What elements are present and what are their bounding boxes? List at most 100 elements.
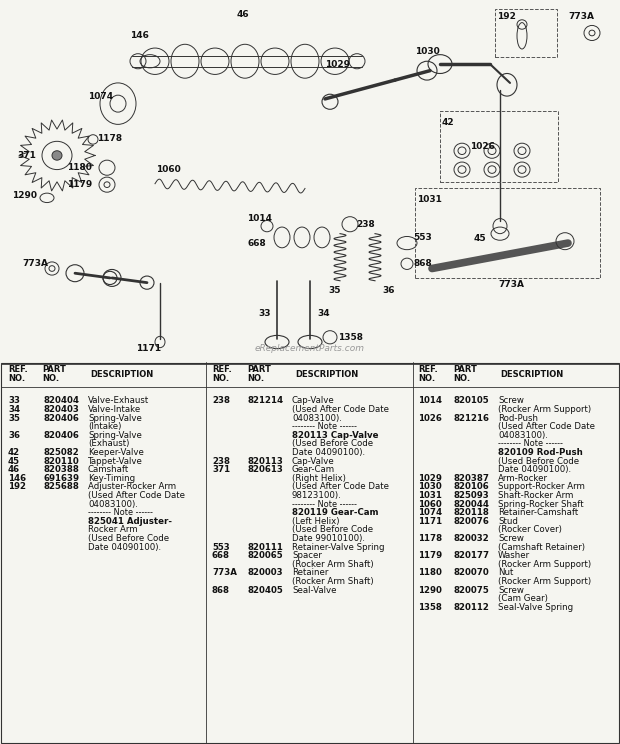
Ellipse shape <box>52 151 62 160</box>
Text: 35: 35 <box>328 286 340 295</box>
Text: Arm-Rocker: Arm-Rocker <box>498 474 548 483</box>
Text: 04083100).: 04083100). <box>292 414 342 423</box>
Text: Stud: Stud <box>498 517 518 526</box>
Text: 820177: 820177 <box>454 551 490 560</box>
Text: 1060: 1060 <box>418 500 441 509</box>
Bar <box>495 10 557 57</box>
Text: 820065: 820065 <box>248 551 283 560</box>
Text: 1030: 1030 <box>415 48 440 57</box>
Text: 1074: 1074 <box>88 92 113 100</box>
Text: 820070: 820070 <box>454 568 490 577</box>
Text: (Used After Code Date: (Used After Code Date <box>498 422 595 432</box>
Text: 1290: 1290 <box>12 191 37 200</box>
Text: Gear-Cam: Gear-Cam <box>292 465 335 474</box>
Text: Retainer-Valve Spring: Retainer-Valve Spring <box>292 542 384 551</box>
Text: 820406: 820406 <box>44 431 80 440</box>
Text: Retainer: Retainer <box>292 568 329 577</box>
Text: Keeper-Valve: Keeper-Valve <box>88 448 144 457</box>
Text: 820119 Gear-Cam: 820119 Gear-Cam <box>292 508 378 517</box>
Text: 868: 868 <box>212 586 230 594</box>
Text: 825688: 825688 <box>44 482 80 491</box>
Text: REF.: REF. <box>8 365 28 374</box>
Text: 1074: 1074 <box>418 508 442 517</box>
Text: Spacer: Spacer <box>292 551 322 560</box>
Text: NO.: NO. <box>212 374 229 383</box>
Text: 773A: 773A <box>212 568 237 577</box>
Bar <box>415 188 600 278</box>
Text: Camshaft: Camshaft <box>88 465 129 474</box>
Text: Spring-Valve: Spring-Valve <box>88 431 142 440</box>
Text: 691639: 691639 <box>44 474 80 483</box>
Text: Date 04090100).: Date 04090100). <box>292 448 365 457</box>
Text: (Rocker Arm Support): (Rocker Arm Support) <box>498 559 591 569</box>
Text: Spring-Rocker Shaft: Spring-Rocker Shaft <box>498 500 583 509</box>
Text: 820406: 820406 <box>44 414 80 423</box>
Text: DESCRIPTION: DESCRIPTION <box>500 371 563 379</box>
Text: 33: 33 <box>258 310 270 318</box>
Text: 1026: 1026 <box>470 141 495 150</box>
Text: (Rocker Arm Shaft): (Rocker Arm Shaft) <box>292 559 374 569</box>
Text: 820118: 820118 <box>454 508 490 517</box>
Text: 04083100).: 04083100). <box>88 500 138 509</box>
Text: 820111: 820111 <box>248 542 284 551</box>
Text: 1358: 1358 <box>418 603 442 612</box>
Text: 1178: 1178 <box>97 134 122 143</box>
Text: Nut: Nut <box>498 568 513 577</box>
Text: 34: 34 <box>317 310 330 318</box>
Text: Adjuster-Rocker Arm: Adjuster-Rocker Arm <box>88 482 176 491</box>
Text: 820076: 820076 <box>454 517 490 526</box>
Text: 36: 36 <box>382 286 394 295</box>
Text: 45: 45 <box>8 457 20 466</box>
Text: 773A: 773A <box>568 13 594 22</box>
Text: Screw: Screw <box>498 397 524 405</box>
Text: Cap-Valve: Cap-Valve <box>292 457 335 466</box>
Text: (Used Before Code: (Used Before Code <box>498 457 579 466</box>
Text: -------- Note ------: -------- Note ------ <box>88 508 153 517</box>
Text: DESCRIPTION: DESCRIPTION <box>90 371 153 379</box>
Text: Date 04090100).: Date 04090100). <box>88 542 161 551</box>
Text: 820106: 820106 <box>454 482 490 491</box>
Text: 668: 668 <box>247 239 266 248</box>
Text: Support-Rocker Arm: Support-Rocker Arm <box>498 482 585 491</box>
Text: 46: 46 <box>8 465 20 474</box>
Text: 820105: 820105 <box>454 397 490 405</box>
Text: 553: 553 <box>413 233 432 242</box>
Text: PART: PART <box>453 365 477 374</box>
Text: 1180: 1180 <box>67 163 92 172</box>
Text: (Right Helix): (Right Helix) <box>292 474 346 483</box>
Text: 820403: 820403 <box>44 405 80 414</box>
Text: 553: 553 <box>212 542 230 551</box>
Text: 825082: 825082 <box>44 448 80 457</box>
Text: 1290: 1290 <box>418 586 442 594</box>
Text: 868: 868 <box>413 260 432 269</box>
Text: Date 04090100).: Date 04090100). <box>498 465 571 474</box>
Text: Screw: Screw <box>498 586 524 594</box>
Text: 1014: 1014 <box>418 397 442 405</box>
Bar <box>440 111 558 182</box>
Text: 371: 371 <box>17 151 36 160</box>
Text: 1060: 1060 <box>156 165 181 174</box>
Text: 820044: 820044 <box>454 500 490 509</box>
Text: 820405: 820405 <box>248 586 284 594</box>
Text: Tappet-Valve: Tappet-Valve <box>88 457 143 466</box>
Text: REF.: REF. <box>418 365 438 374</box>
Text: 192: 192 <box>8 482 26 491</box>
Text: -------- Note ------: -------- Note ------ <box>292 500 357 509</box>
Text: (Used Before Code: (Used Before Code <box>88 534 169 543</box>
Text: PART: PART <box>42 365 66 374</box>
Text: 1026: 1026 <box>418 414 442 423</box>
Text: DESCRIPTION: DESCRIPTION <box>295 371 358 379</box>
Text: NO.: NO. <box>453 374 470 383</box>
Text: 46: 46 <box>237 10 250 19</box>
Text: (Rocker Arm Support): (Rocker Arm Support) <box>498 577 591 586</box>
Text: 773A: 773A <box>22 260 48 269</box>
Text: 820404: 820404 <box>44 397 80 405</box>
Text: Cap-Valve: Cap-Valve <box>292 397 335 405</box>
Text: 42: 42 <box>442 118 454 127</box>
Text: 238: 238 <box>356 219 374 228</box>
Text: (Intake): (Intake) <box>88 422 122 432</box>
Text: REF.: REF. <box>212 365 232 374</box>
Text: 825093: 825093 <box>454 491 490 500</box>
Text: 45: 45 <box>474 234 487 243</box>
Text: Seal-Valve: Seal-Valve <box>292 586 337 594</box>
